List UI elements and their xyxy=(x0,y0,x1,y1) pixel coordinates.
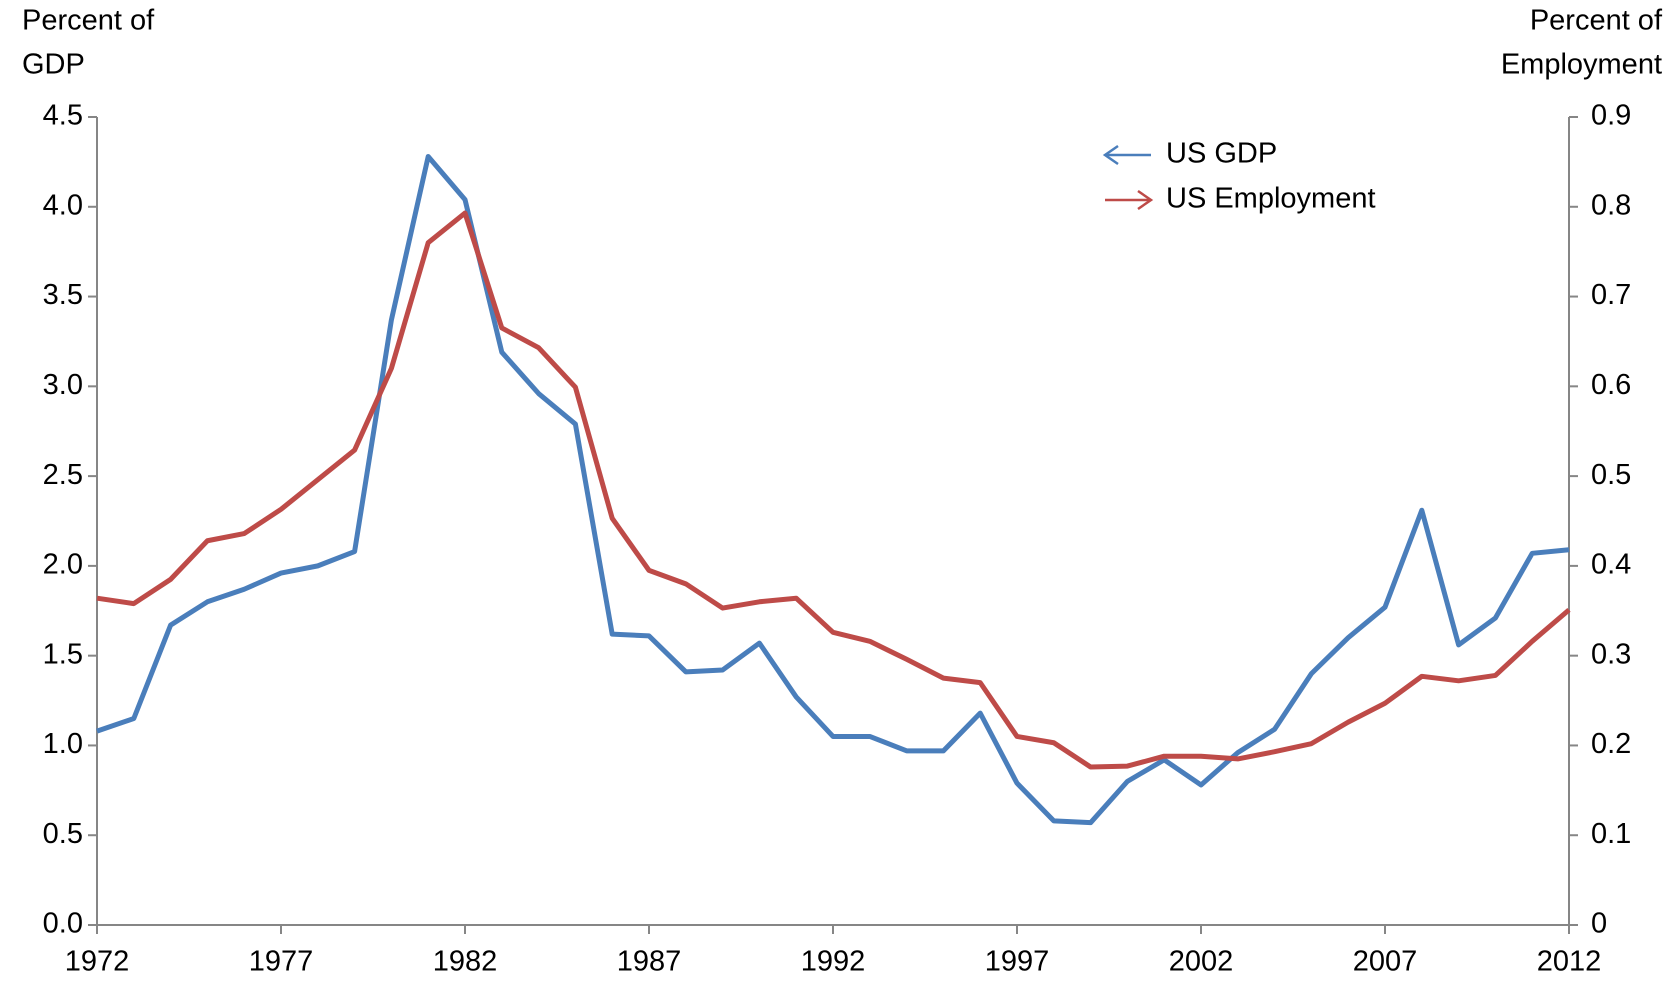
y2-tick-label: 0.9 xyxy=(1591,100,1631,132)
x-tick-label: 1992 xyxy=(801,946,866,978)
y2-tick-label: 0.6 xyxy=(1591,369,1631,401)
y-tick-label: 1.0 xyxy=(43,728,83,760)
x-tick-label: 2002 xyxy=(1169,946,1234,978)
y-tick-label: 3.5 xyxy=(43,279,83,311)
y2-tick-label: 0.3 xyxy=(1591,638,1631,670)
y-axis-title: GDP xyxy=(22,49,85,81)
y-tick-label: 0.0 xyxy=(43,908,83,940)
y-tick-label: 1.5 xyxy=(43,638,83,670)
y2-axis-title: Percent of xyxy=(1530,5,1663,37)
legend-arrowhead xyxy=(1137,189,1154,211)
y2-axis-title: Employment xyxy=(1501,49,1662,81)
legend-arrowhead xyxy=(1102,144,1119,166)
y2-tick-label: 0 xyxy=(1591,908,1607,940)
series-line xyxy=(96,210,1571,770)
y2-tick-label: 0.5 xyxy=(1591,459,1631,491)
legend-label: US GDP xyxy=(1166,138,1277,170)
y2-tick-label: 0.8 xyxy=(1591,189,1631,221)
series-line xyxy=(96,154,1570,826)
y-tick-label: 4.0 xyxy=(43,189,83,221)
y-tick-label: 3.0 xyxy=(43,369,83,401)
x-tick-label: 1982 xyxy=(433,946,498,978)
y-tick-label: 2.5 xyxy=(43,459,83,491)
legend-label: US Employment xyxy=(1166,183,1376,215)
y-tick-label: 2.0 xyxy=(43,549,83,581)
y2-tick-label: 0.2 xyxy=(1591,728,1631,760)
x-tick-label: 1987 xyxy=(617,946,682,978)
y2-tick-label: 0.1 xyxy=(1591,818,1631,850)
x-tick-label: 1977 xyxy=(249,946,314,978)
y-tick-label: 4.5 xyxy=(43,100,83,132)
x-tick-label: 2012 xyxy=(1537,946,1602,978)
y-axis-title: Percent of xyxy=(22,5,155,37)
x-tick-label: 1997 xyxy=(985,946,1050,978)
y2-tick-label: 0.4 xyxy=(1591,549,1631,581)
y-tick-label: 0.5 xyxy=(43,818,83,850)
y2-tick-label: 0.7 xyxy=(1591,279,1631,311)
x-tick-label: 1972 xyxy=(65,946,130,978)
x-tick-label: 2007 xyxy=(1353,946,1418,978)
